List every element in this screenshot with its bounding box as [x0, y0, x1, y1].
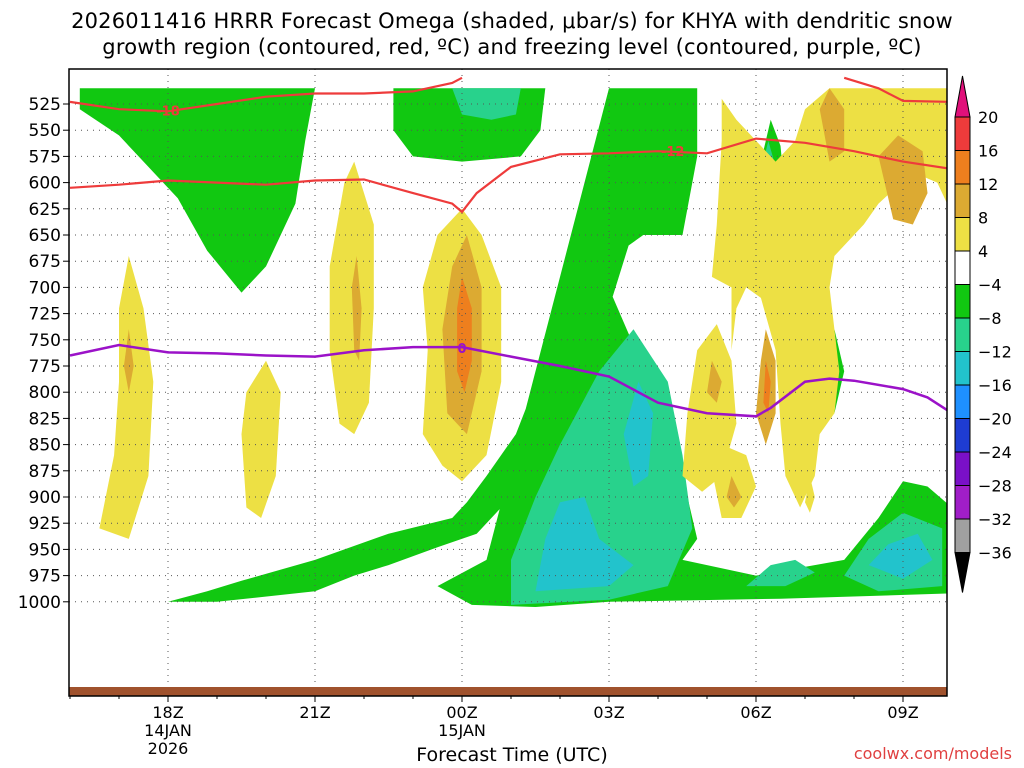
colorbar-label: 4 — [978, 242, 988, 261]
colorbar-label: −12 — [978, 343, 1012, 362]
colorbar-label: −24 — [978, 443, 1012, 462]
plot-frame — [68, 68, 948, 697]
omega-region--8 — [452, 88, 521, 120]
colorbar-box — [954, 183, 971, 218]
colorbar-box — [954, 518, 971, 553]
omega-region-8 — [707, 360, 722, 403]
omega-region-4 — [99, 256, 154, 539]
colorbar-label: 20 — [978, 108, 998, 127]
omega-shading — [79, 88, 947, 607]
temperature-contours: -18 -12 0 — [69, 76, 947, 418]
y-tick-label: 700 — [29, 278, 61, 298]
y-tick-label: 525 — [29, 95, 61, 115]
credit-text: coolwx.com/models — [853, 744, 1012, 763]
omega-region-12 — [763, 360, 771, 414]
contour-label-minus12: -12 — [661, 145, 685, 160]
omega-region-8 — [819, 88, 845, 162]
y-tick-label: 850 — [29, 436, 61, 456]
omega-region--8 — [746, 559, 815, 587]
omega-region--4 — [168, 88, 947, 607]
omega-region-8 — [351, 256, 362, 361]
colorbar-label: −8 — [978, 309, 1002, 328]
y-tick-label: 725 — [29, 305, 61, 325]
omega-region--4 — [79, 88, 315, 293]
omega-region-8 — [878, 135, 928, 225]
y-tick-label: 975 — [29, 567, 61, 587]
colorbar-label: −16 — [978, 376, 1012, 395]
y-tick-label: 625 — [29, 200, 61, 220]
omega-region--12 — [868, 533, 933, 579]
colorbar-box — [954, 351, 971, 386]
colorbar-top-arrow — [954, 75, 971, 118]
omega-region-8 — [726, 476, 742, 508]
omega-region-4 — [241, 360, 281, 518]
dendritic-contour — [69, 76, 463, 113]
colorbar-box — [954, 485, 971, 520]
y-tick-label: 900 — [29, 488, 61, 508]
x-tick-label: 00Z — [446, 703, 477, 722]
y-tick-label: 750 — [29, 331, 61, 351]
colorbar-box — [954, 384, 971, 419]
dendritic-contour — [843, 76, 947, 103]
colorbar-box — [954, 317, 971, 352]
colorbar-label: −36 — [978, 544, 1012, 563]
colorbar-bottom-arrow — [954, 552, 971, 593]
dendritic-contour — [69, 137, 947, 214]
x-tick-sublabel: 15JAN — [438, 721, 486, 740]
y-tick-label: 825 — [29, 409, 61, 429]
omega-region-4 — [329, 161, 374, 435]
y-tick-label: 600 — [29, 174, 61, 194]
y-tick-label: 1000 — [18, 593, 61, 613]
colorbar-box — [954, 284, 971, 319]
x-tick-label: 18Z — [152, 703, 183, 722]
y-tick-label: 575 — [29, 147, 61, 167]
ground-surface — [69, 687, 947, 696]
colorbar-box — [954, 150, 971, 185]
colorbar-label: −28 — [978, 477, 1012, 496]
x-tick-label: 09Z — [887, 703, 918, 722]
x-axis-label: Forecast Time (UTC) — [416, 744, 608, 766]
colorbar-label: 16 — [978, 142, 998, 161]
grid — [69, 69, 947, 696]
colorbar-box — [954, 250, 971, 285]
x-tick-label: 06Z — [740, 703, 771, 722]
y-tick-label: 925 — [29, 514, 61, 534]
colorbar-label: 12 — [978, 175, 998, 194]
y-tick-label: 800 — [29, 383, 61, 403]
omega-region-4 — [805, 476, 815, 513]
colorbar-label: −4 — [978, 276, 1002, 295]
y-tick-label: 675 — [29, 252, 61, 272]
y-tick-label: 875 — [29, 462, 61, 482]
colorbar: 20 16 12 8 4 −4 −8 −12 −16 −20 −24 −28 −32 −36 — [954, 75, 1012, 593]
y-tick-label: 775 — [29, 357, 61, 377]
omega-region-12 — [457, 276, 472, 393]
chart-title-line2: growth region (contoured, red, ºC) and f… — [102, 35, 922, 59]
colorbar-label: 8 — [978, 209, 988, 228]
x-tick-label: 03Z — [593, 703, 624, 722]
colorbar-box — [954, 418, 971, 453]
colorbar-label: −32 — [978, 510, 1012, 529]
y-tick-label: 650 — [29, 226, 61, 246]
chart-title-line1: 2026011416 HRRR Forecast Omega (shaded, … — [71, 9, 953, 33]
omega-region-8 — [123, 329, 134, 393]
x-tick-sublabel: 14JAN — [144, 721, 192, 740]
omega-region--12 — [623, 381, 654, 487]
freezing-level-label: 0 — [457, 342, 466, 357]
y-axis: 525 550 575 600 625 650 675 700 725 750 775 800 825 8… — [18, 95, 69, 613]
colorbar-box — [954, 116, 971, 151]
contour-label-minus18: -18 — [156, 104, 180, 119]
y-tick-label: 550 — [29, 121, 61, 141]
freezing-level-contour — [69, 343, 947, 418]
colorbar-label: −20 — [978, 410, 1012, 429]
x-tick-label: 21Z — [299, 703, 330, 722]
colorbar-box — [954, 451, 971, 486]
x-tick-sublabel: 2026 — [148, 739, 189, 758]
y-tick-label: 950 — [29, 540, 61, 560]
colorbar-box — [954, 217, 971, 252]
